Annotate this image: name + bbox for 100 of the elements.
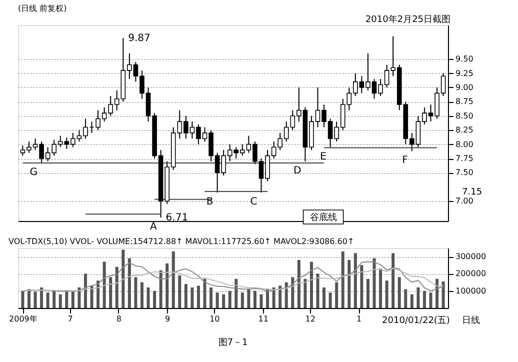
bar bbox=[46, 292, 50, 308]
annotation: 谷底线 bbox=[310, 212, 337, 223]
bar bbox=[372, 258, 376, 308]
text: 2010/01/22(五) bbox=[382, 316, 450, 326]
bar bbox=[210, 287, 213, 308]
bar bbox=[291, 277, 294, 308]
caption: 图7－1 bbox=[218, 338, 248, 348]
bar bbox=[122, 250, 125, 308]
annotation: D bbox=[293, 165, 302, 176]
bar bbox=[115, 266, 118, 308]
bar bbox=[366, 278, 370, 308]
y-tick-label: 7.00 bbox=[456, 196, 474, 206]
bar bbox=[78, 287, 81, 308]
bar bbox=[222, 294, 226, 308]
text: 2010年2月25日截图 bbox=[365, 14, 451, 25]
bar bbox=[27, 289, 30, 308]
bar bbox=[216, 292, 219, 308]
bar bbox=[278, 286, 282, 308]
bar bbox=[184, 284, 188, 308]
bar bbox=[297, 260, 300, 308]
x-tick-label: 1 bbox=[356, 314, 362, 324]
bar bbox=[203, 278, 206, 308]
bar bbox=[178, 275, 182, 308]
y-tick-label: 8.00 bbox=[456, 140, 474, 149]
annotation: B bbox=[206, 196, 214, 208]
bar bbox=[392, 253, 395, 308]
bar bbox=[260, 294, 263, 308]
annotation: 9.87 bbox=[128, 33, 150, 44]
bar bbox=[102, 262, 106, 308]
x-tick-label: 11 bbox=[258, 314, 268, 324]
x-tick-label: 12 bbox=[305, 314, 316, 324]
bar bbox=[354, 253, 357, 308]
y-tick-label: 8.75 bbox=[456, 97, 474, 106]
bar bbox=[422, 290, 426, 308]
bar bbox=[360, 265, 364, 308]
bar bbox=[159, 270, 162, 308]
bar bbox=[385, 280, 388, 308]
annotation: C bbox=[250, 196, 258, 208]
text: 日线 bbox=[462, 315, 480, 326]
bar bbox=[398, 277, 401, 308]
bar bbox=[58, 294, 62, 308]
bar bbox=[341, 251, 344, 308]
bar bbox=[436, 278, 439, 308]
bar bbox=[228, 290, 232, 308]
y-tick-label: 200000 bbox=[456, 269, 486, 278]
y-tick-label: 7.50 bbox=[456, 168, 474, 178]
bar bbox=[348, 260, 351, 308]
y-tick-label: 7.75 bbox=[456, 154, 474, 164]
bar bbox=[166, 263, 169, 308]
x-tick-label: 9 bbox=[165, 314, 170, 324]
line-series bbox=[22, 261, 444, 292]
bar bbox=[247, 289, 250, 308]
bar bbox=[146, 287, 150, 308]
bar bbox=[52, 290, 56, 308]
bar bbox=[109, 277, 112, 308]
bar bbox=[84, 274, 87, 308]
chart-title: (日线 前复权) bbox=[18, 4, 67, 13]
bar bbox=[128, 258, 131, 308]
bar bbox=[96, 280, 100, 308]
bar bbox=[21, 290, 24, 308]
bar bbox=[328, 292, 332, 308]
bar bbox=[304, 278, 307, 308]
bar bbox=[190, 287, 194, 308]
bar bbox=[71, 292, 74, 308]
bar bbox=[442, 281, 445, 308]
line-series bbox=[22, 268, 444, 292]
y-tick-label: 100000 bbox=[456, 286, 486, 296]
bar bbox=[90, 286, 94, 308]
annotation: F bbox=[402, 155, 408, 166]
x-tick-label: 8 bbox=[116, 314, 122, 324]
annotation: G bbox=[30, 167, 38, 178]
y-tick-label: 8.50 bbox=[456, 111, 474, 120]
bar bbox=[410, 294, 414, 308]
bar bbox=[379, 268, 382, 308]
bar bbox=[335, 282, 338, 308]
y-tick-label: 9.50 bbox=[456, 54, 474, 64]
y-tick-label: 8.25 bbox=[456, 126, 474, 135]
x-tick-label: 7 bbox=[68, 314, 73, 324]
bar bbox=[272, 287, 276, 308]
text: 7.15 bbox=[462, 188, 482, 198]
y-tick-label: 9.25 bbox=[456, 68, 474, 78]
bar bbox=[310, 262, 313, 308]
bar bbox=[196, 286, 200, 308]
y-tick-label: 9.00 bbox=[456, 82, 474, 92]
bar bbox=[266, 289, 270, 308]
bar bbox=[404, 289, 408, 308]
x-tick-label: 2009年 bbox=[9, 314, 38, 324]
x-tick-label: 10 bbox=[210, 314, 220, 324]
bar bbox=[134, 277, 138, 308]
bar bbox=[65, 290, 68, 308]
bar bbox=[153, 290, 156, 308]
bar bbox=[140, 282, 144, 308]
bar bbox=[429, 292, 432, 308]
bar bbox=[316, 274, 320, 308]
bar bbox=[34, 292, 37, 308]
bar bbox=[416, 287, 420, 308]
chart-title: VOL-TDX(5,10) VVOL- VOLUME:154712.88↑ MAVOL1:117725.60↑ MAVOL2:93086.60↑ bbox=[8, 237, 354, 246]
annotation: A bbox=[150, 222, 157, 233]
bar bbox=[172, 251, 175, 308]
bar bbox=[240, 292, 244, 308]
